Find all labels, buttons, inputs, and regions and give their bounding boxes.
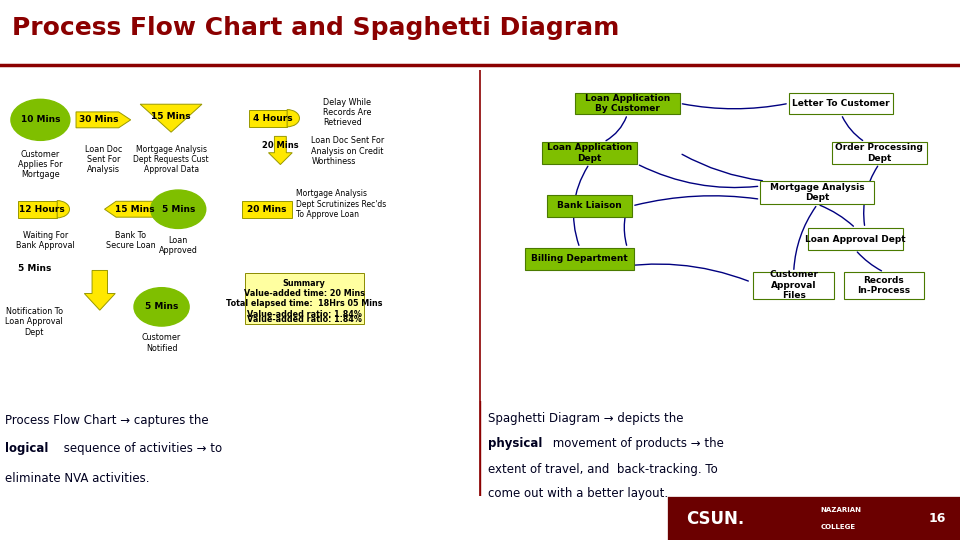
Polygon shape <box>84 271 115 310</box>
Polygon shape <box>76 112 131 128</box>
Text: Delay While
Records Are
Retrieved: Delay While Records Are Retrieved <box>324 98 372 127</box>
FancyBboxPatch shape <box>242 201 292 218</box>
Circle shape <box>11 99 70 140</box>
Text: Loan
Approved: Loan Approved <box>158 235 198 255</box>
Wedge shape <box>58 201 69 218</box>
Text: Loan Approval Dept: Loan Approval Dept <box>805 234 906 244</box>
Text: Bank Liaison: Bank Liaison <box>557 201 622 211</box>
Text: Mortgage Analysis
Dept: Mortgage Analysis Dept <box>770 183 865 202</box>
Text: come out with a better layout.: come out with a better layout. <box>488 487 668 501</box>
Text: Spaghetti Diagram → depicts the: Spaghetti Diagram → depicts the <box>488 411 684 425</box>
FancyBboxPatch shape <box>760 181 875 204</box>
Text: Loan Application
Dept: Loan Application Dept <box>546 143 632 163</box>
Text: Loan Doc
Sent For
Analysis: Loan Doc Sent For Analysis <box>84 145 122 174</box>
Text: 12 Hours: 12 Hours <box>19 205 64 214</box>
Text: Order Processing
Dept: Order Processing Dept <box>835 143 924 163</box>
Text: 16: 16 <box>928 512 946 525</box>
FancyBboxPatch shape <box>250 110 287 127</box>
Polygon shape <box>105 201 156 217</box>
Polygon shape <box>269 137 292 165</box>
FancyBboxPatch shape <box>831 142 926 164</box>
Polygon shape <box>140 104 202 132</box>
Text: 30 Mins: 30 Mins <box>80 116 119 124</box>
Text: NAZARIAN: NAZARIAN <box>821 507 862 513</box>
FancyBboxPatch shape <box>808 228 903 250</box>
Text: 4 Hours: 4 Hours <box>252 114 292 123</box>
FancyBboxPatch shape <box>541 142 636 164</box>
Text: Process Flow Chart → captures the: Process Flow Chart → captures the <box>5 414 208 427</box>
Text: COLLEGE: COLLEGE <box>821 524 856 530</box>
FancyBboxPatch shape <box>789 92 894 114</box>
Text: Loan Application
By Customer: Loan Application By Customer <box>585 93 670 113</box>
Text: Lean Operations. A. Asef-Vaziri, Systems & Operations Management.: Lean Operations. A. Asef-Vaziri, Systems… <box>10 516 298 524</box>
Text: Loan Doc Sent For
Analysis on Credit
Worthiness: Loan Doc Sent For Analysis on Credit Wor… <box>311 137 385 166</box>
Text: 20 Mins: 20 Mins <box>262 141 299 150</box>
FancyBboxPatch shape <box>754 272 834 299</box>
Text: Letter To Customer: Letter To Customer <box>792 99 890 108</box>
FancyBboxPatch shape <box>245 273 364 324</box>
Text: CSUN.: CSUN. <box>686 510 745 528</box>
FancyBboxPatch shape <box>575 92 680 114</box>
Text: sequence of activities → to: sequence of activities → to <box>60 442 222 455</box>
FancyBboxPatch shape <box>525 248 635 269</box>
Text: extent of travel, and  back-tracking. To: extent of travel, and back-tracking. To <box>488 463 717 476</box>
Text: 15 Mins: 15 Mins <box>152 112 191 121</box>
Text: 10 Mins: 10 Mins <box>21 116 60 124</box>
Text: 5 Mins: 5 Mins <box>161 205 195 214</box>
Text: Value-added ratio: 1.84%: Value-added ratio: 1.84% <box>247 315 362 323</box>
Text: Notification To
Loan Approval
Dept: Notification To Loan Approval Dept <box>6 307 63 336</box>
Text: 15 Mins: 15 Mins <box>115 205 155 214</box>
Circle shape <box>151 190 205 228</box>
FancyBboxPatch shape <box>844 272 924 299</box>
Text: 20 Mins: 20 Mins <box>248 205 287 214</box>
Text: Mortgage Analysis
Dept Requests Cust
Approval Data: Mortgage Analysis Dept Requests Cust App… <box>133 145 209 174</box>
Text: Process Flow Chart and Spaghetti Diagram: Process Flow Chart and Spaghetti Diagram <box>12 16 619 40</box>
Text: Customer
Approval
Files: Customer Approval Files <box>769 271 818 300</box>
Text: physical: physical <box>488 437 542 450</box>
Text: movement of products → the: movement of products → the <box>549 437 724 450</box>
FancyBboxPatch shape <box>18 201 58 218</box>
FancyBboxPatch shape <box>667 496 960 540</box>
Text: Waiting For
Bank Approval: Waiting For Bank Approval <box>15 231 75 250</box>
Text: Customer
Notified: Customer Notified <box>142 333 181 353</box>
Text: 5 Mins: 5 Mins <box>17 264 51 273</box>
Circle shape <box>134 288 189 326</box>
Text: Bank To
Secure Loan: Bank To Secure Loan <box>106 231 156 250</box>
Wedge shape <box>287 110 300 127</box>
Text: logical: logical <box>5 442 48 455</box>
Text: 5 Mins: 5 Mins <box>145 302 179 312</box>
Text: Records
In-Process: Records In-Process <box>857 275 910 295</box>
Text: Summary
Value-added time: 20 Mins
Total elapsed time:  18Hrs 05 Mins
Value-added: Summary Value-added time: 20 Mins Total … <box>226 279 382 319</box>
Text: eliminate NVA activities.: eliminate NVA activities. <box>5 472 150 485</box>
FancyBboxPatch shape <box>546 195 632 217</box>
Text: Customer
Applies For
Mortgage: Customer Applies For Mortgage <box>18 150 62 179</box>
Text: Mortgage Analysis
Dept Scrutinizes Rec'ds
To Approve Loan: Mortgage Analysis Dept Scrutinizes Rec'd… <box>296 190 386 219</box>
Text: Billing Department: Billing Department <box>532 254 628 264</box>
